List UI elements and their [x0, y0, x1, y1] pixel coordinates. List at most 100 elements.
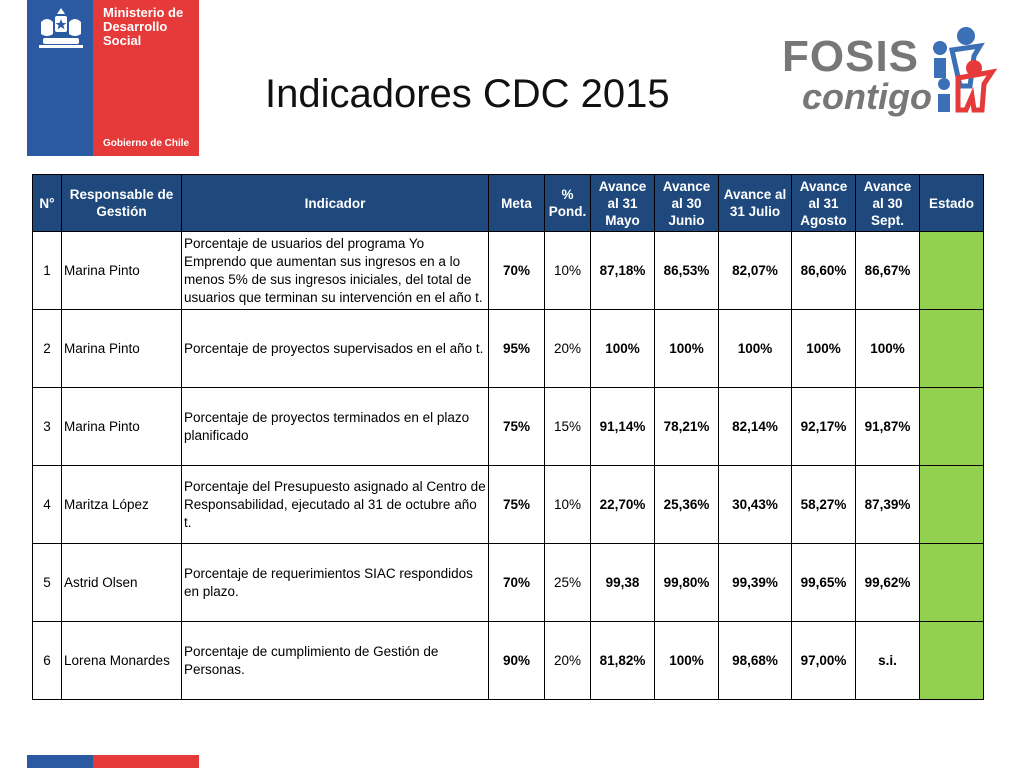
indicators-table: N° Responsable de Gestión Indicador Meta… [32, 174, 984, 700]
cell-indicador: Porcentaje de proyectos terminados en el… [181, 387, 489, 466]
cell-junio: 78,21% [654, 387, 719, 466]
table-row: 4 Maritza López Porcentaje del Presupues… [32, 465, 984, 544]
col-header-pond: % Pond. [544, 174, 591, 232]
coat-of-arms-icon [39, 8, 83, 48]
cell-estado-green [919, 543, 984, 622]
cell-responsable: Marina Pinto [61, 231, 182, 310]
page-title: Indicadores CDC 2015 [265, 72, 670, 116]
cell-junio: 86,53% [654, 231, 719, 310]
cell-agosto: 92,17% [791, 387, 856, 466]
table-row: 2 Marina Pinto Porcentaje de proyectos s… [32, 309, 984, 388]
cell-number: 3 [32, 387, 62, 466]
ministry-name: Ministerio de Desarrollo Social [103, 6, 183, 48]
cell-estado-green [919, 621, 984, 700]
cell-pond: 10% [544, 231, 591, 310]
cell-pond: 15% [544, 387, 591, 466]
col-header-number: N° [32, 174, 62, 232]
cell-sept: s.i. [855, 621, 920, 700]
cell-agosto: 86,60% [791, 231, 856, 310]
cell-mayo: 81,82% [590, 621, 655, 700]
footer-flag-bar [27, 755, 199, 768]
cell-mayo: 87,18% [590, 231, 655, 310]
cell-junio: 100% [654, 309, 719, 388]
cell-julio: 82,14% [718, 387, 792, 466]
cell-estado-green [919, 309, 984, 388]
cell-agosto: 99,65% [791, 543, 856, 622]
cell-responsable: Lorena Monardes [61, 621, 182, 700]
cell-meta: 70% [488, 543, 545, 622]
fosis-wordmark: FOSIS [782, 32, 920, 81]
table-row: 3 Marina Pinto Porcentaje de proyectos t… [32, 387, 984, 466]
cell-mayo: 22,70% [590, 465, 655, 544]
cell-number: 1 [32, 231, 62, 310]
cell-mayo: 99,38 [590, 543, 655, 622]
cell-number: 4 [32, 465, 62, 544]
cell-indicador: Porcentaje de usuarios del programa Yo E… [181, 231, 489, 310]
cell-indicador: Porcentaje del Presupuesto asignado al C… [181, 465, 489, 544]
cell-julio: 100% [718, 309, 792, 388]
cell-pond: 10% [544, 465, 591, 544]
people-figures-icon [933, 27, 998, 113]
col-header-responsable: Responsable de Gestión [61, 174, 182, 232]
cell-responsable: Marina Pinto [61, 309, 182, 388]
fosis-tagline: contigo [802, 76, 932, 117]
cell-indicador: Porcentaje de proyectos supervisados en … [181, 309, 489, 388]
col-header-mayo: Avance al 31 Mayo [590, 174, 655, 232]
cell-sept: 87,39% [855, 465, 920, 544]
cell-responsable: Marina Pinto [61, 387, 182, 466]
cell-meta: 75% [488, 387, 545, 466]
table-row: 5 Astrid Olsen Porcentaje de requerimien… [32, 543, 984, 622]
cell-agosto: 100% [791, 309, 856, 388]
cell-agosto: 97,00% [791, 621, 856, 700]
cell-estado-green [919, 465, 984, 544]
cell-estado-green [919, 231, 984, 310]
cell-estado-green [919, 387, 984, 466]
cell-junio: 99,80% [654, 543, 719, 622]
cell-meta: 75% [488, 465, 545, 544]
col-header-meta: Meta [488, 174, 545, 232]
cell-responsable: Maritza López [61, 465, 182, 544]
col-header-sept: Avance al 30 Sept. [855, 174, 920, 232]
cell-julio: 82,07% [718, 231, 792, 310]
cell-pond: 20% [544, 309, 591, 388]
col-header-estado: Estado [919, 174, 984, 232]
cell-number: 2 [32, 309, 62, 388]
cell-sept: 86,67% [855, 231, 920, 310]
ministry-line: Ministerio de [103, 5, 184, 20]
cell-agosto: 58,27% [791, 465, 856, 544]
col-header-julio: Avance al 31 Julio [718, 174, 792, 232]
cell-mayo: 100% [590, 309, 655, 388]
cell-julio: 98,68% [718, 621, 792, 700]
cell-mayo: 91,14% [590, 387, 655, 466]
footer-red-band [93, 755, 199, 768]
footer-blue-band [27, 755, 93, 768]
cell-julio: 99,39% [718, 543, 792, 622]
logo-red-band [93, 0, 199, 156]
cell-responsable: Astrid Olsen [61, 543, 182, 622]
cell-julio: 30,43% [718, 465, 792, 544]
ministry-line: Desarrollo [103, 19, 168, 34]
fosis-logo: FOSIS contigo [782, 24, 1002, 124]
cell-sept: 99,62% [855, 543, 920, 622]
table-row: 6 Lorena Monardes Porcentaje de cumplimi… [32, 621, 984, 700]
ministry-logo: Ministerio de Desarrollo Social Gobierno… [27, 0, 199, 156]
cell-number: 5 [32, 543, 62, 622]
table-row: 1 Marina Pinto Porcentaje de usuarios de… [32, 231, 984, 310]
col-header-agosto: Avance al 31 Agosto [791, 174, 856, 232]
cell-pond: 25% [544, 543, 591, 622]
cell-indicador: Porcentaje de cumplimiento de Gestión de… [181, 621, 489, 700]
cell-indicador: Porcentaje de requerimientos SIAC respon… [181, 543, 489, 622]
cell-junio: 25,36% [654, 465, 719, 544]
cell-junio: 100% [654, 621, 719, 700]
cell-sept: 100% [855, 309, 920, 388]
col-header-junio: Avance al 30 Junio [654, 174, 719, 232]
col-header-indicador: Indicador [181, 174, 489, 232]
table-header-row: N° Responsable de Gestión Indicador Meta… [32, 174, 984, 232]
cell-meta: 90% [488, 621, 545, 700]
cell-meta: 95% [488, 309, 545, 388]
cell-number: 6 [32, 621, 62, 700]
ministry-line: Social [103, 33, 142, 48]
cell-sept: 91,87% [855, 387, 920, 466]
government-label: Gobierno de Chile [103, 138, 190, 149]
cell-meta: 70% [488, 231, 545, 310]
